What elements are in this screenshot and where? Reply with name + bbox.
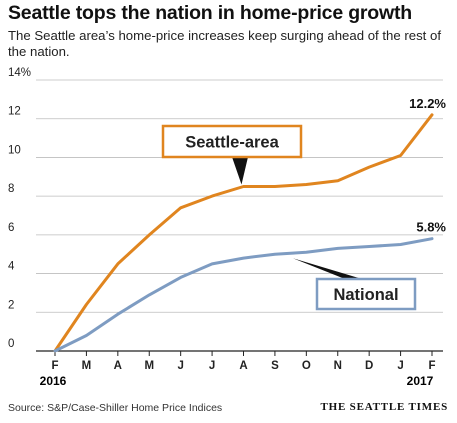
national-end-value-label: 5.8% [416, 220, 446, 235]
x-tick-label: F [428, 360, 435, 372]
source-note: Source: S&P/Case-Shiller Home Price Indi… [8, 402, 223, 414]
y-tick-label: 6 [8, 222, 14, 234]
x-tick-label: M [144, 360, 154, 372]
year-label-start: 2016 [40, 374, 67, 388]
x-tick-label: J [177, 360, 183, 372]
seattle-end-value-label: 12.2% [409, 96, 446, 111]
publisher-credit: THE SEATTLE TIMES [320, 401, 448, 413]
year-label-end: 2017 [407, 374, 434, 388]
x-tick-label: J [209, 360, 215, 372]
x-tick-label: N [334, 360, 342, 372]
seattle-area-callout-label: Seattle-area [185, 134, 279, 152]
seattle-area-callout-box [161, 124, 303, 159]
y-tick-label: 4 [8, 261, 15, 273]
x-tick-label: M [82, 360, 92, 372]
national-callout-pointer [292, 258, 362, 279]
national-callout-box [315, 277, 417, 311]
national-callout-label: National [333, 286, 398, 304]
chart-subtitle: The Seattle area’s home-price increases … [8, 28, 441, 59]
seattle-area-line [53, 113, 434, 353]
y-tick-label: 10 [8, 144, 21, 156]
x-tick-label: S [271, 360, 279, 372]
x-tick-label: O [302, 360, 311, 372]
y-tick-label: 8 [8, 183, 14, 195]
y-tick-label: 2 [8, 299, 14, 311]
x-tick-label: A [114, 360, 122, 372]
x-tick-label: F [51, 360, 58, 372]
y-tick-label: 14% [8, 67, 31, 79]
y-tick-label: 0 [8, 338, 14, 350]
national-line [53, 237, 434, 353]
y-tick-label: 12 [8, 106, 21, 118]
chart-title: Seattle tops the nation in home-price gr… [8, 2, 412, 24]
seattle-area-callout-pointer [232, 157, 248, 185]
x-tick-label: A [239, 360, 247, 372]
x-tick-label: J [397, 360, 403, 372]
x-tick-label: D [365, 360, 373, 372]
